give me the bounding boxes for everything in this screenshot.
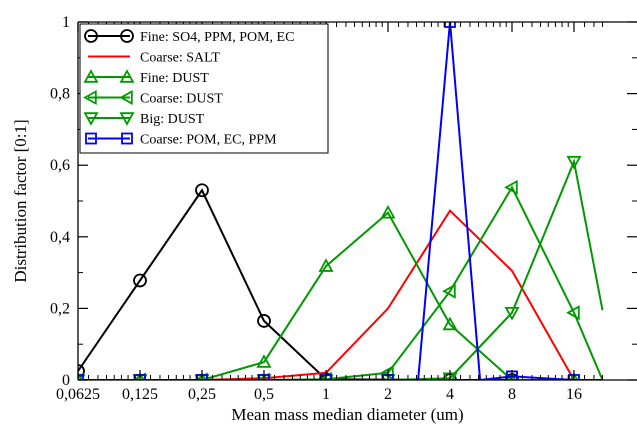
legend-label: Coarse: SALT (140, 51, 220, 66)
data-point (442, 316, 458, 331)
legend-label: Fine: SO4, PPM, POM, EC (140, 30, 294, 45)
legend-marker (84, 29, 98, 43)
x-tick-label: 0,5 (254, 386, 274, 403)
series-2 (78, 209, 603, 380)
legend-marker (119, 89, 133, 106)
data-point (566, 155, 582, 170)
legend-item: Big: DUST (83, 112, 205, 127)
legend-item: Fine: DUST (83, 69, 209, 86)
y-axis-title: Distribution factor [0:1] (11, 119, 30, 282)
x-tick-label: 8 (508, 386, 516, 403)
y-tick-label: 0 (62, 372, 70, 389)
series-line (78, 211, 603, 380)
legend-item: Coarse: SALT (88, 51, 220, 66)
y-tick-label: 0,4 (50, 229, 70, 246)
x-tick-label: 0,25 (188, 386, 216, 403)
legend: Fine: SO4, PPM, POM, EC Coarse: SALT Fine:… (79, 23, 329, 154)
legend-item: Fine: SO4, PPM, POM, EC (84, 29, 294, 45)
series-5 (78, 155, 604, 380)
legend-marker (121, 132, 133, 145)
legend-label: Fine: DUST (140, 71, 209, 86)
x-tick-label: 0,0625 (56, 386, 100, 403)
data-point (380, 204, 396, 219)
x-axis-title: Mean mass median diameter (um) (231, 405, 463, 424)
legend-marker (85, 132, 97, 145)
data-point (133, 273, 147, 288)
series-line (78, 185, 604, 380)
legend-marker (119, 69, 135, 83)
data-point (566, 305, 580, 321)
data-point (78, 364, 85, 378)
legend-marker (83, 69, 99, 83)
y-tick-label: 1 (62, 14, 70, 31)
y-tick-label: 0,6 (50, 157, 70, 174)
x-tick-label: 2 (384, 386, 392, 403)
data-point (504, 306, 520, 321)
legend-marker (83, 112, 99, 126)
data-point (318, 258, 334, 272)
series-line (78, 188, 512, 380)
y-tick-label: 0,8 (50, 86, 70, 103)
series-1 (78, 183, 519, 380)
legend-label: Coarse: POM, EC, PPM (140, 133, 277, 148)
axes-layer: 0 0,2 0,4 0,6 0,8 1 0,0625 0,125 0,25 0,5 1 2 4 8 16 (50, 14, 637, 403)
data-point (195, 183, 209, 198)
series-line (78, 158, 604, 380)
legend-label: Coarse: DUST (140, 92, 223, 107)
series-3 (78, 204, 603, 380)
legend-label: Big: DUST (140, 112, 205, 127)
legend-box (79, 23, 329, 154)
y-tick-label: 0,2 (50, 300, 70, 317)
data-point (256, 354, 272, 368)
legend-marker (119, 112, 135, 126)
legend-marker (83, 89, 97, 106)
data-point (442, 283, 456, 299)
x-tick-label: 1 (322, 386, 330, 403)
data-point (257, 314, 271, 328)
legend-item: Coarse: POM, EC, PPM (85, 132, 277, 148)
x-tick-label: 0,125 (122, 386, 158, 403)
series-line (78, 209, 603, 380)
legend-item: Coarse: DUST (83, 89, 223, 107)
legend-marker (120, 29, 134, 43)
data-point (504, 179, 518, 195)
x-tick-label: 16 (566, 386, 582, 403)
x-tick-label: 4 (446, 386, 454, 403)
